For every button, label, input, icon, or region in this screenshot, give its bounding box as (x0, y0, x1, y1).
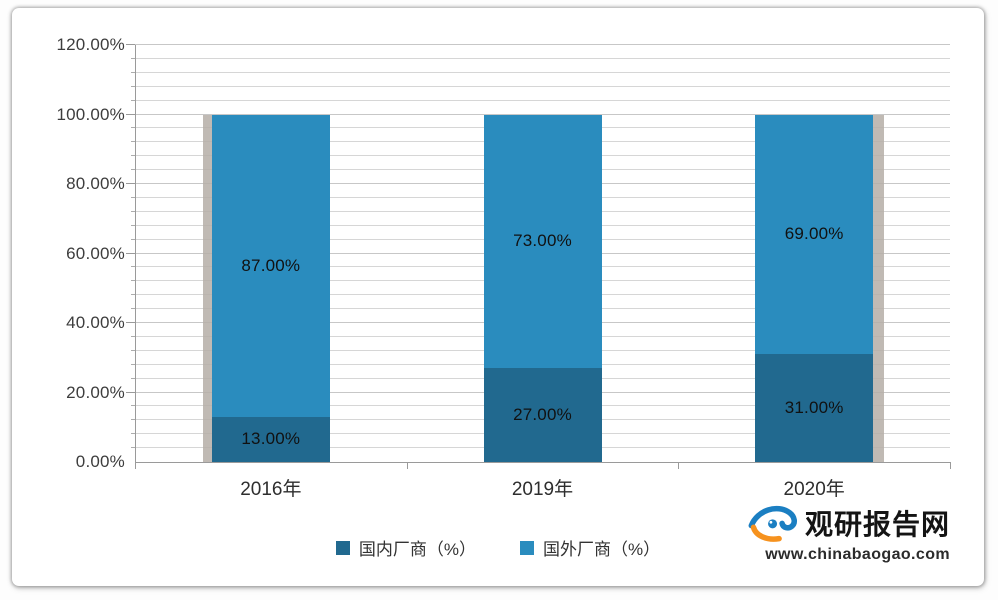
y-major-tick (126, 113, 135, 115)
bar-shadow (873, 114, 885, 462)
x-boundary-tick (406, 463, 408, 469)
y-minor-tick (131, 349, 135, 351)
x-boundary-tick (950, 463, 951, 469)
bar-segment: 87.00% (211, 114, 330, 417)
bar-segment: 13.00% (211, 416, 330, 462)
y-minor-tick (131, 405, 135, 407)
x-axis-labels: 2016年 2019年 2020年 (135, 474, 950, 500)
y-major-tick (126, 322, 135, 324)
legend-swatch (520, 540, 534, 555)
y-tick-label: 40.00% (66, 313, 125, 333)
minor-gridline (135, 99, 950, 101)
y-minor-tick (131, 419, 135, 421)
data-label: 27.00% (513, 405, 572, 425)
y-minor-tick (131, 210, 135, 212)
y-major-tick (126, 183, 135, 185)
y-minor-tick (131, 335, 135, 337)
chart-card: 0.00% 20.00% 40.00% 60.00% 80.00% 100.00% 120.… (12, 8, 984, 586)
legend-label: 国外厂商（%） (543, 540, 661, 559)
y-axis-labels: 0.00% 20.00% 40.00% 60.00% 80.00% 100.00% 120.… (12, 35, 125, 471)
stacked-bar: 31.00% 69.00% (755, 45, 885, 462)
data-label: 87.00% (241, 255, 301, 275)
y-minor-tick (131, 433, 135, 435)
plot-area: 13.00% 87.00% 27.00% 73.00% 31.00% 69.00% (126, 44, 950, 462)
y-tick-label: 120.00% (56, 35, 125, 54)
brand-eye-icon (748, 506, 797, 542)
bar-segment: 69.00% (755, 114, 874, 355)
data-label: 69.00% (784, 224, 844, 244)
bar-segment: 27.00% (483, 368, 602, 462)
y-minor-tick (131, 266, 135, 268)
major-gridline (135, 113, 950, 115)
data-label: 13.00% (241, 429, 301, 449)
y-minor-tick (131, 141, 135, 143)
y-minor-tick (131, 57, 135, 59)
y-minor-tick (131, 377, 135, 379)
brand-name: 观研报告网 (804, 509, 950, 540)
legend: 国内厂商（%） 国外厂商（%） (12, 535, 984, 560)
minor-gridline (135, 71, 950, 73)
y-minor-tick (131, 294, 135, 296)
x-axis-line (135, 462, 951, 463)
brand-row: 观研报告网 (747, 502, 950, 544)
y-major-tick (126, 44, 135, 45)
y-minor-tick (131, 71, 135, 73)
bar-shadow (202, 114, 212, 462)
stacked-bar: 27.00% 73.00% (483, 45, 602, 462)
y-minor-tick (131, 155, 135, 157)
y-minor-tick (131, 169, 135, 171)
major-gridline (135, 44, 950, 45)
x-boundary-tick (135, 463, 136, 469)
legend-label: 国内厂商（%） (358, 540, 476, 559)
y-major-tick (126, 391, 135, 393)
brand-website: www.chinabaogao.com (765, 546, 950, 563)
stacked-bar: 13.00% 87.00% (202, 45, 330, 462)
data-label: 31.00% (784, 398, 844, 418)
data-label: 73.00% (513, 231, 572, 251)
bar-segment: 73.00% (483, 114, 602, 369)
legend-swatch (335, 540, 350, 555)
legend-item: 国内厂商（%） (335, 535, 476, 560)
y-minor-tick (131, 308, 135, 310)
y-minor-tick (131, 127, 135, 129)
brand-watermark: 观研报告网 www.chinabaogao.com (747, 502, 950, 564)
y-tick-label: 20.00% (66, 382, 125, 402)
x-category-label: 2016年 (240, 479, 302, 500)
y-minor-tick (131, 447, 135, 449)
minor-gridline (135, 57, 950, 59)
y-minor-tick (131, 280, 135, 282)
minor-gridline (135, 85, 950, 87)
y-tick-label: 80.00% (66, 174, 125, 194)
y-minor-tick (131, 363, 135, 365)
y-tick-label: 60.00% (66, 243, 125, 263)
x-boundary-tick (678, 463, 680, 469)
y-minor-tick (131, 196, 135, 198)
y-minor-tick (131, 224, 135, 226)
y-tick-label: 0.00% (75, 452, 125, 471)
y-minor-tick (131, 99, 135, 101)
x-category-label: 2019年 (511, 479, 574, 500)
y-minor-tick (131, 238, 135, 240)
bar-segment: 31.00% (755, 354, 874, 462)
y-tick-label: 100.00% (56, 104, 125, 124)
y-major-tick (126, 252, 135, 254)
x-category-label: 2020年 (783, 479, 845, 500)
y-axis-line (135, 45, 136, 463)
y-minor-tick (131, 85, 135, 87)
legend-item: 国外厂商（%） (520, 535, 660, 560)
